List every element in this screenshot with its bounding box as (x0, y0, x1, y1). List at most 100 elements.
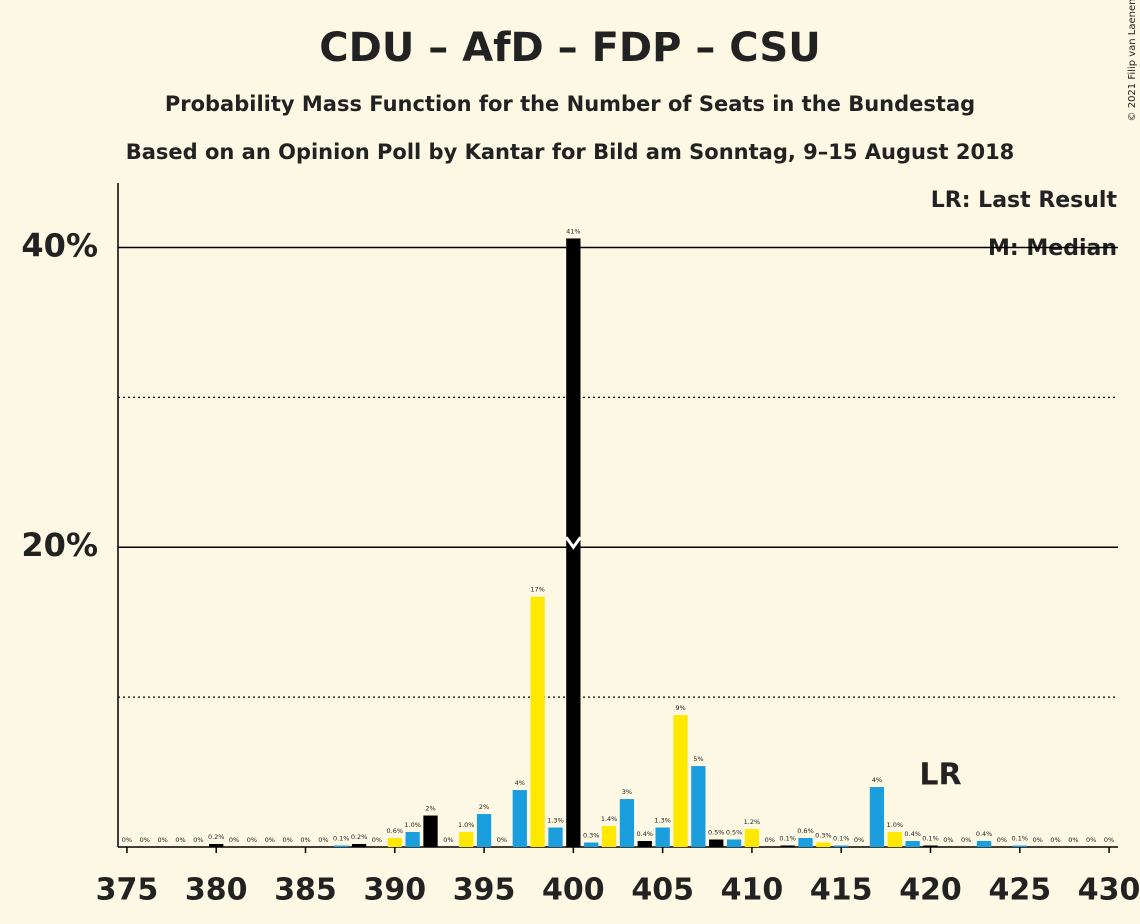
x-tick-label: 385 (274, 873, 337, 908)
data-label: 1.3% (654, 817, 671, 825)
x-tick-label: 405 (631, 873, 694, 908)
data-label: 0.6% (387, 827, 404, 835)
data-label: 5% (693, 755, 703, 763)
bar (351, 844, 367, 847)
bar (601, 826, 617, 847)
bar (584, 842, 599, 847)
bar (512, 790, 527, 847)
bar (887, 832, 902, 847)
data-label: 0% (943, 836, 953, 844)
bar (780, 845, 795, 847)
bar (619, 799, 635, 847)
bar (476, 814, 492, 847)
data-label: 0.1% (922, 835, 939, 843)
data-label: 0% (372, 836, 382, 844)
data-label: 0% (157, 836, 167, 844)
data-label: 17% (530, 586, 544, 594)
data-label: 0% (122, 836, 132, 844)
y-tick-label: 20% (21, 526, 98, 564)
data-label: 0.3% (815, 832, 832, 840)
data-label: 4% (872, 776, 882, 784)
legend-entry: M: Median (988, 236, 1117, 261)
bar (566, 238, 581, 847)
bar (744, 829, 760, 847)
data-label: 0% (497, 836, 507, 844)
bar (655, 827, 670, 847)
chart-title: CDU – AfD – FDP – CSU (319, 25, 820, 71)
data-label: 0.5% (726, 829, 743, 837)
x-tick-label: 415 (810, 873, 873, 908)
chart-subtitle: Based on an Opinion Poll by Kantar for B… (126, 140, 1015, 164)
data-label: 0.1% (833, 835, 850, 843)
data-label: 0% (229, 836, 239, 844)
data-label: 0% (1050, 836, 1060, 844)
data-label: 0.4% (976, 830, 993, 838)
x-tick-label: 390 (363, 873, 426, 908)
bar (673, 715, 688, 847)
x-tick-label: 395 (453, 873, 516, 908)
data-label: 1.0% (458, 821, 475, 829)
x-tick-label: 380 (185, 873, 248, 908)
data-label: 0% (443, 836, 453, 844)
data-label: 0% (997, 836, 1007, 844)
data-label: 1.0% (404, 821, 421, 829)
data-label: 0% (1068, 836, 1078, 844)
bar (923, 845, 938, 847)
bar (834, 845, 849, 847)
data-label: 0.4% (637, 830, 654, 838)
data-label: 0.1% (1012, 835, 1029, 843)
bar (387, 838, 402, 847)
legend-entry: LR: Last Result (931, 188, 1118, 213)
data-label: 0% (193, 836, 203, 844)
bar (709, 839, 724, 847)
x-tick-label: 400 (542, 873, 605, 908)
data-label: 0% (1032, 836, 1042, 844)
data-label: 0% (175, 836, 185, 844)
credit: © 2021 Filip van Laenen (1127, 0, 1138, 121)
data-label: 0.2% (208, 833, 225, 841)
bar (459, 832, 474, 847)
chart-subtitle: Probability Mass Function for the Number… (165, 92, 975, 116)
bar (869, 787, 885, 847)
data-label: 0.1% (779, 835, 796, 843)
data-label: 0% (961, 836, 971, 844)
data-label: 0.4% (904, 830, 921, 838)
data-label: 0% (1104, 836, 1114, 844)
bar (691, 766, 706, 847)
data-label: 4% (515, 779, 525, 787)
data-label: 0.1% (333, 835, 350, 843)
bar (1012, 845, 1027, 847)
bar (405, 832, 420, 847)
data-label: 0.6% (797, 827, 814, 835)
bar (816, 842, 831, 847)
x-tick-label: 430 (1078, 873, 1140, 908)
bar (548, 827, 563, 847)
data-label: 41% (566, 227, 580, 235)
data-label: 0% (265, 836, 275, 844)
data-label: 1.0% (887, 821, 904, 829)
bar (530, 596, 545, 847)
data-label: 1.4% (601, 815, 618, 823)
data-label: 0% (318, 836, 328, 844)
data-label: 0% (140, 836, 150, 844)
data-label: 0% (854, 836, 864, 844)
data-label: 0% (1086, 836, 1096, 844)
data-label: 2% (479, 803, 489, 811)
bar (209, 844, 224, 847)
x-tick-label: 425 (988, 873, 1051, 908)
data-label: 2% (425, 805, 435, 813)
bar (905, 841, 920, 847)
data-label: 0% (300, 836, 310, 844)
bar (637, 841, 652, 847)
data-label: 0.3% (583, 832, 600, 840)
data-label: 0.5% (708, 829, 725, 837)
data-label: 0% (282, 836, 292, 844)
data-label: 0% (765, 836, 775, 844)
y-tick-label: 40% (21, 226, 98, 264)
median-marker (564, 536, 582, 550)
data-label: 0.2% (351, 833, 368, 841)
data-label: 3% (622, 788, 632, 796)
data-label: 1.3% (547, 817, 564, 825)
data-label: 0% (247, 836, 257, 844)
